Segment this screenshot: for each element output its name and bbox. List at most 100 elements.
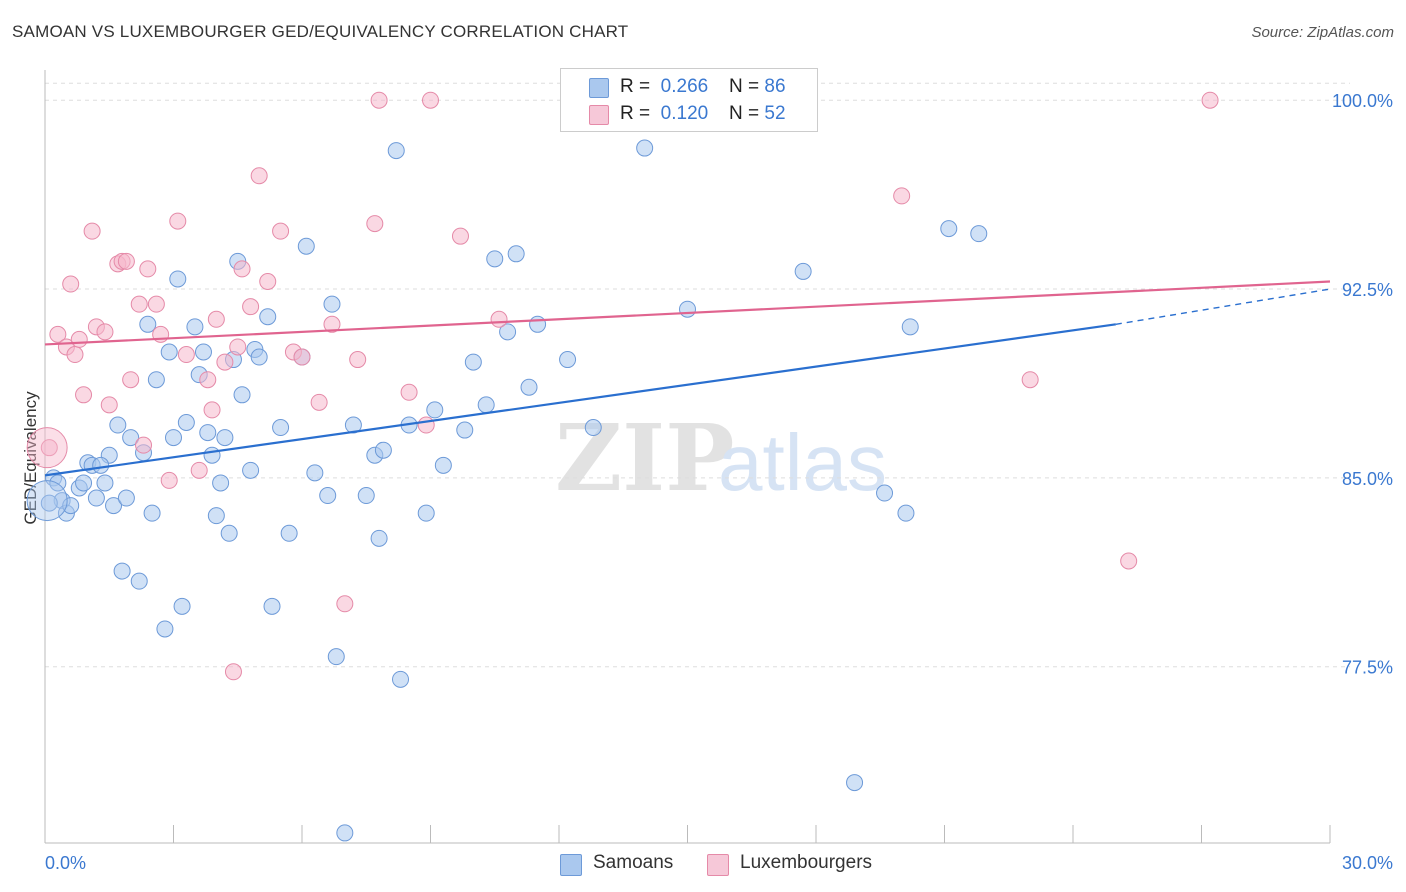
samoan-point [109, 416, 127, 434]
luxembourger-point [147, 295, 165, 313]
luxembourger-point [1201, 91, 1219, 109]
y-tick-label: 77.5% [1342, 658, 1393, 678]
luxembourger-point [417, 416, 435, 434]
samoan-point [486, 250, 504, 268]
luxembourger-point [216, 353, 234, 371]
samoans-n: N = 86 [729, 76, 786, 97]
samoan-point [464, 353, 482, 371]
luxembourger-point [199, 371, 217, 389]
samoan-point [584, 419, 602, 437]
samoan-point [970, 225, 988, 243]
luxembourger-point [130, 295, 148, 313]
samoan-point [499, 323, 517, 341]
samoan-point [186, 318, 204, 336]
samoan-point [559, 351, 577, 369]
luxembourger-point [135, 436, 153, 454]
samoan-point [319, 487, 337, 505]
luxembourger-point [224, 663, 242, 681]
samoan-point [417, 504, 435, 522]
y-tick-label: 85.0% [1342, 469, 1393, 489]
samoan-point [529, 315, 547, 333]
luxembourger-point [272, 222, 290, 240]
samoan-point [233, 386, 251, 404]
luxembourger-point [40, 439, 58, 457]
y-axis-label: GED/Equivalency [21, 391, 40, 525]
y-tick-label: 100.0% [1332, 91, 1393, 111]
samoan-point [280, 524, 298, 542]
luxembourgers-trend-line [44, 280, 1331, 346]
samoan-point [263, 597, 281, 615]
samoan-point [259, 308, 277, 326]
samoan-point [130, 572, 148, 590]
samoans-r: R = 0.266 [620, 76, 709, 97]
luxembourger-point [1120, 552, 1138, 570]
stats-legend: R = 0.266 N = 86 R = 0.120 N = 52 [560, 68, 818, 132]
samoan-point [336, 824, 354, 842]
luxembourger-point [139, 260, 157, 278]
luxembourger-point [400, 383, 418, 401]
watermark-zip: ZIP [555, 404, 734, 512]
chart-title: SAMOAN VS LUXEMBOURGER GED/EQUIVALENCY C… [12, 22, 629, 41]
samoan-point [306, 464, 324, 482]
samoan-point [203, 446, 221, 464]
samoan-point [113, 562, 131, 580]
luxembourgers-swatch [589, 105, 609, 125]
samoan-point [216, 429, 234, 447]
samoan-point [165, 429, 182, 447]
samoan-point [327, 648, 345, 666]
samoan-point [105, 497, 123, 515]
samoan-point [434, 456, 452, 474]
samoan-point [75, 474, 93, 492]
luxembourger-point [203, 401, 221, 419]
samoan-point [147, 371, 165, 389]
luxembourger-point [250, 167, 268, 185]
samoan-point [387, 142, 405, 160]
luxembourger-point [177, 346, 195, 364]
luxembourger-point [100, 396, 118, 414]
samoan-point [220, 524, 238, 542]
samoan-point [370, 529, 388, 547]
luxembourger-point [370, 91, 388, 109]
samoan-point [426, 401, 444, 419]
samoan-point [212, 474, 230, 492]
luxembourger-point [62, 275, 80, 293]
samoan-point [323, 295, 341, 313]
samoan-point [876, 484, 894, 502]
luxembourger-point [1021, 371, 1039, 389]
luxembourger-point [259, 273, 277, 291]
samoan-point [117, 489, 135, 507]
luxembourger-point [229, 338, 247, 356]
samoan-point [344, 416, 362, 434]
samoan-point [901, 318, 919, 336]
samoan-point [194, 343, 212, 361]
samoan-point [26, 480, 68, 522]
samoan-point [940, 220, 958, 238]
samoan-point [477, 396, 495, 414]
samoan-point [122, 429, 140, 447]
samoan-point [139, 315, 157, 333]
luxembourger-point [233, 260, 251, 278]
luxembourger-point [422, 91, 439, 109]
luxembourgers-n: N = 52 [729, 103, 786, 124]
samoan-point [636, 139, 654, 157]
luxembourgers-legend-swatch [707, 854, 729, 876]
samoan-point [199, 424, 217, 442]
samoan-point [96, 474, 114, 492]
samoan-point [242, 461, 260, 479]
samoan-point [87, 489, 105, 507]
luxembourger-point [451, 227, 469, 245]
samoan-point [250, 348, 268, 366]
samoan-point [173, 597, 191, 615]
samoan-point [456, 421, 474, 439]
luxembourger-point [336, 595, 354, 613]
x-tick-label-min: 0.0% [45, 853, 86, 873]
samoan-point [272, 419, 290, 437]
samoan-point [177, 414, 195, 432]
luxembourger-point [66, 346, 84, 364]
samoan-point [92, 456, 110, 474]
luxembourger-point [70, 330, 88, 348]
luxembourger-point [207, 310, 225, 328]
luxembourger-point [242, 298, 260, 316]
samoans-legend-swatch [560, 854, 582, 876]
samoan-point [40, 494, 58, 512]
